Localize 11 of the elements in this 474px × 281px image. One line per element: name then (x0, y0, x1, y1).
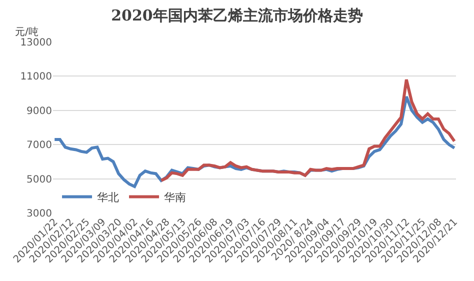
y-tick-label: 3000 (26, 208, 52, 220)
y-axis-title: 元/吨 (15, 26, 38, 38)
line-series (160, 78, 456, 182)
chart-title: 2020年国内苯乙烯主流市场价格走势 (111, 6, 363, 24)
y-tick-label: 13000 (20, 38, 52, 48)
y-tick-label: 11000 (20, 72, 52, 83)
y-tick-label: 5000 (26, 174, 52, 186)
y-tick-label: 7000 (26, 140, 52, 152)
legend-label: 华北 (97, 191, 120, 204)
y-tick-label: 9000 (26, 106, 52, 117)
legend-label: 华南 (164, 191, 186, 204)
